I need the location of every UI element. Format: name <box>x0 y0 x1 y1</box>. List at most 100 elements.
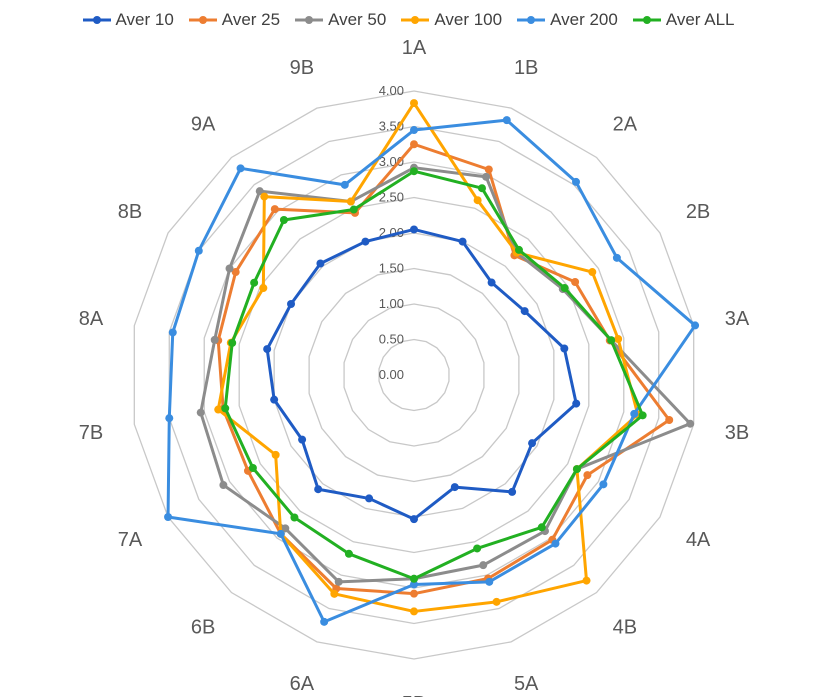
data-point <box>607 336 616 345</box>
data-point <box>458 237 467 246</box>
data-point <box>281 524 290 533</box>
data-point <box>450 483 459 492</box>
data-point <box>665 416 674 425</box>
category-label: 6B <box>191 616 215 638</box>
category-label: 8B <box>118 201 142 223</box>
data-point <box>290 513 299 522</box>
legend-item: Aver 10 <box>82 10 174 30</box>
category-label: 3B <box>725 422 749 444</box>
legend-label: Aver 25 <box>221 10 281 29</box>
legend-item: Aver 25 <box>188 10 280 30</box>
data-point <box>228 338 237 347</box>
data-point <box>276 529 285 538</box>
category-label: 1B <box>514 57 538 79</box>
radar-grid <box>133 90 695 660</box>
grid-ring <box>273 232 555 518</box>
category-label: 9A <box>191 114 216 136</box>
data-point <box>334 577 343 586</box>
legend-item: Aver 200 <box>516 10 618 30</box>
category-label: 2B <box>686 201 710 223</box>
data-point <box>630 409 639 418</box>
legend-item: Aver 100 <box>400 10 502 30</box>
data-point <box>487 278 496 287</box>
data-point <box>248 464 257 473</box>
legend-marker <box>632 16 661 24</box>
data-point <box>410 126 418 135</box>
data-point <box>583 471 592 480</box>
tick-label: 2.50 <box>379 190 404 205</box>
data-point <box>320 617 329 626</box>
data-point <box>194 246 203 255</box>
data-point <box>614 334 623 343</box>
legend-label: Aver 50 <box>328 10 387 29</box>
grid-ring <box>238 196 590 554</box>
series-line <box>166 118 697 624</box>
data-point <box>255 187 264 196</box>
data-point <box>260 192 269 201</box>
data-point <box>588 268 597 277</box>
tick-label: 4.00 <box>379 83 404 98</box>
category-label: 5A <box>514 673 539 695</box>
data-point <box>298 435 307 444</box>
legend-marker <box>82 16 111 24</box>
category-label: 7B <box>79 422 103 444</box>
data-point <box>473 196 482 205</box>
data-point <box>572 177 581 186</box>
category-label: 9B <box>290 57 314 79</box>
data-point <box>271 450 280 459</box>
category-labels: 1A 1B 2A 2B 3A 3B 4A 4B 5A 5B 6A 6B 7A 7B 8A 8B 9A 9B <box>79 37 750 697</box>
data-point <box>219 481 228 490</box>
legend-marker <box>401 16 430 24</box>
data-point <box>263 345 272 354</box>
data-point <box>686 419 695 428</box>
data-point <box>410 99 418 108</box>
category-label: 6A <box>290 673 315 695</box>
data-point <box>410 140 418 149</box>
data-point <box>164 513 173 521</box>
data-point <box>330 589 339 598</box>
data-point <box>365 494 374 503</box>
data-point <box>572 465 581 474</box>
data-point <box>410 225 418 234</box>
data-point <box>361 237 370 246</box>
tick-label: 1.50 <box>379 261 404 276</box>
data-point <box>410 607 418 616</box>
category-label: 2A <box>613 114 638 136</box>
grid-ring <box>343 303 485 447</box>
tick-label: 0.50 <box>379 332 404 347</box>
legend-label: Aver 200 <box>550 10 618 29</box>
data-point <box>514 245 523 254</box>
data-point <box>231 268 240 277</box>
data-point <box>210 335 219 344</box>
tick-label: 0.00 <box>379 367 404 382</box>
grid-ring <box>308 267 520 483</box>
chart-legend: Aver 10 Aver 25 Aver 50 Aver 100 Aver 200 Ave… <box>0 6 816 34</box>
data-point <box>168 328 177 337</box>
data-point <box>551 539 560 548</box>
category-label: 5B <box>402 693 426 697</box>
series-line <box>265 227 578 521</box>
data-point <box>691 321 700 330</box>
data-point <box>340 180 349 189</box>
series-aver-100 <box>214 99 642 616</box>
legend-marker <box>188 16 217 24</box>
category-label: 4A <box>686 529 711 551</box>
data-point <box>502 116 511 125</box>
data-point <box>259 284 268 293</box>
data-point <box>477 184 486 193</box>
data-point <box>582 576 591 585</box>
data-point <box>349 205 358 214</box>
data-point <box>270 395 279 404</box>
data-point <box>612 253 621 262</box>
category-label: 1A <box>402 37 427 59</box>
data-point <box>484 165 493 174</box>
legend-marker <box>295 16 324 24</box>
tick-label: 1.00 <box>379 296 404 311</box>
category-label: 7A <box>118 529 143 551</box>
category-label: 4B <box>613 616 637 638</box>
data-point <box>410 580 418 589</box>
data-point <box>314 485 323 494</box>
data-point <box>279 215 288 224</box>
data-point <box>508 487 517 496</box>
